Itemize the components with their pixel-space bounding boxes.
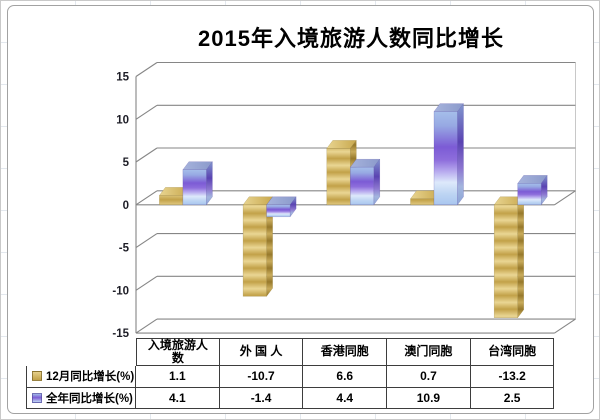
y-axis-tick-label: -5 [119, 243, 130, 255]
bar-december-taiwan[interactable] [493, 196, 525, 319]
y-axis-tick-label: 5 [123, 157, 130, 169]
y-axis-tick-label: 10 [116, 114, 129, 126]
chart-title: 2015年入境旅游人数同比增长 [198, 26, 504, 51]
bar-full-year-macau[interactable] [433, 102, 464, 206]
y-axis: 15 10 5 0 -5 -10 -15 [112, 72, 129, 341]
bar-full-year-foreign-visitors[interactable] [266, 196, 297, 218]
y-axis-tick-label: -15 [112, 328, 129, 340]
bar-full-year-hongkong[interactable] [349, 158, 381, 206]
y-axis-tick-label: 15 [116, 72, 129, 84]
gridlines [135, 61, 576, 334]
y-axis-tick-label: -10 [112, 285, 129, 297]
bar-full-year-inbound-total[interactable] [182, 160, 213, 206]
bar-full-year-taiwan[interactable] [517, 174, 548, 206]
y-axis-tick-label: 0 [123, 200, 129, 212]
